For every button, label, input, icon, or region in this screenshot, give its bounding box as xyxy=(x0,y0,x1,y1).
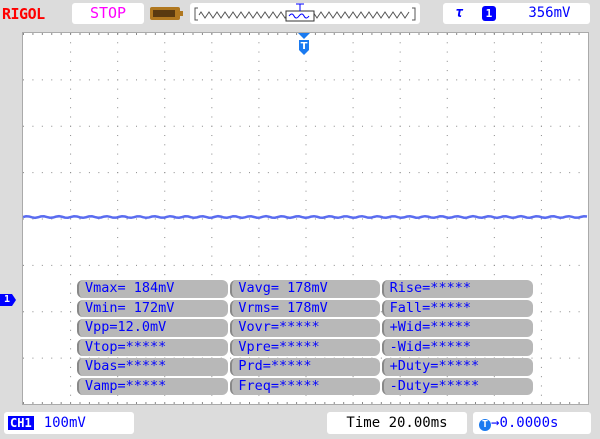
measurement-value: Vamp=***** xyxy=(77,377,229,395)
measurement-row: Vbas=***** Prd=***** +Duty=***** xyxy=(76,357,534,377)
measurement-row: Vtop=***** Vpre=***** -Wid=***** xyxy=(76,338,534,358)
trigger-position-marker[interactable]: T xyxy=(297,33,311,55)
measurement-value: Freq=***** xyxy=(230,377,380,395)
measurement-value: Vbas=***** xyxy=(77,358,229,376)
rigol-logo: RIGOL xyxy=(2,5,45,23)
vertical-scale: 100mV xyxy=(43,415,86,431)
waveform-overview-icon xyxy=(194,3,416,22)
channel-1-offset-marker[interactable]: 1 xyxy=(0,294,16,306)
channel-1-trace xyxy=(22,214,588,220)
measurement-value: Vrms= 178mV xyxy=(230,299,380,317)
measurement-value: Fall=***** xyxy=(381,299,533,317)
trigger-info[interactable]: τ 1 356mV xyxy=(443,3,590,24)
measurement-value: Vpp=12.0mV xyxy=(77,319,229,337)
trigger-level: 356mV xyxy=(528,5,571,21)
measurement-value: +Duty=***** xyxy=(381,358,533,376)
svg-text:T: T xyxy=(301,41,308,52)
timebase[interactable]: Time 20.00ms xyxy=(327,412,467,434)
measurement-value: Vtop=***** xyxy=(77,338,229,356)
measurement-row: Vmin= 172mV Vrms= 178mV Fall=***** xyxy=(76,299,534,319)
measurement-row: Vmax= 184mV Vavg= 178mV Rise=***** xyxy=(76,279,534,299)
run-status[interactable]: STOP xyxy=(72,3,144,24)
trigger-offset[interactable]: T →0.0000s xyxy=(473,412,591,434)
measurement-value: Vmax= 184mV xyxy=(77,280,229,298)
channel-1-label: CH1 xyxy=(8,416,34,430)
channel-1-scale[interactable]: CH1 100mV xyxy=(4,412,134,434)
measurement-value: +Wid=***** xyxy=(381,319,533,337)
trigger-offset-icon: T xyxy=(479,419,491,431)
measurement-value: Vmin= 172mV xyxy=(77,299,229,317)
rising-edge-icon: τ xyxy=(455,5,464,21)
measurement-value: -Duty=***** xyxy=(381,377,533,395)
horizontal-position-bar[interactable] xyxy=(190,3,420,24)
measurement-panel: Vmax= 184mV Vavg= 178mV Rise=***** Vmin= 17… xyxy=(76,279,534,396)
measurement-value: Rise=***** xyxy=(381,280,533,298)
trigger-source: 1 xyxy=(481,6,496,21)
measurement-value: Prd=***** xyxy=(230,358,380,376)
measurement-row: Vamp=***** Freq=***** -Duty=***** xyxy=(76,377,534,397)
measurement-value: -Wid=***** xyxy=(381,338,533,356)
measurement-value: Vovr=***** xyxy=(230,319,380,337)
measurement-value: Vavg= 178mV xyxy=(230,280,380,298)
trigger-offset-value: 0.0000s xyxy=(499,415,559,431)
measurement-value: Vpre=***** xyxy=(230,338,380,356)
measurement-row: Vpp=12.0mV Vovr=***** +Wid=***** xyxy=(76,318,534,338)
memory-icon xyxy=(150,7,183,20)
